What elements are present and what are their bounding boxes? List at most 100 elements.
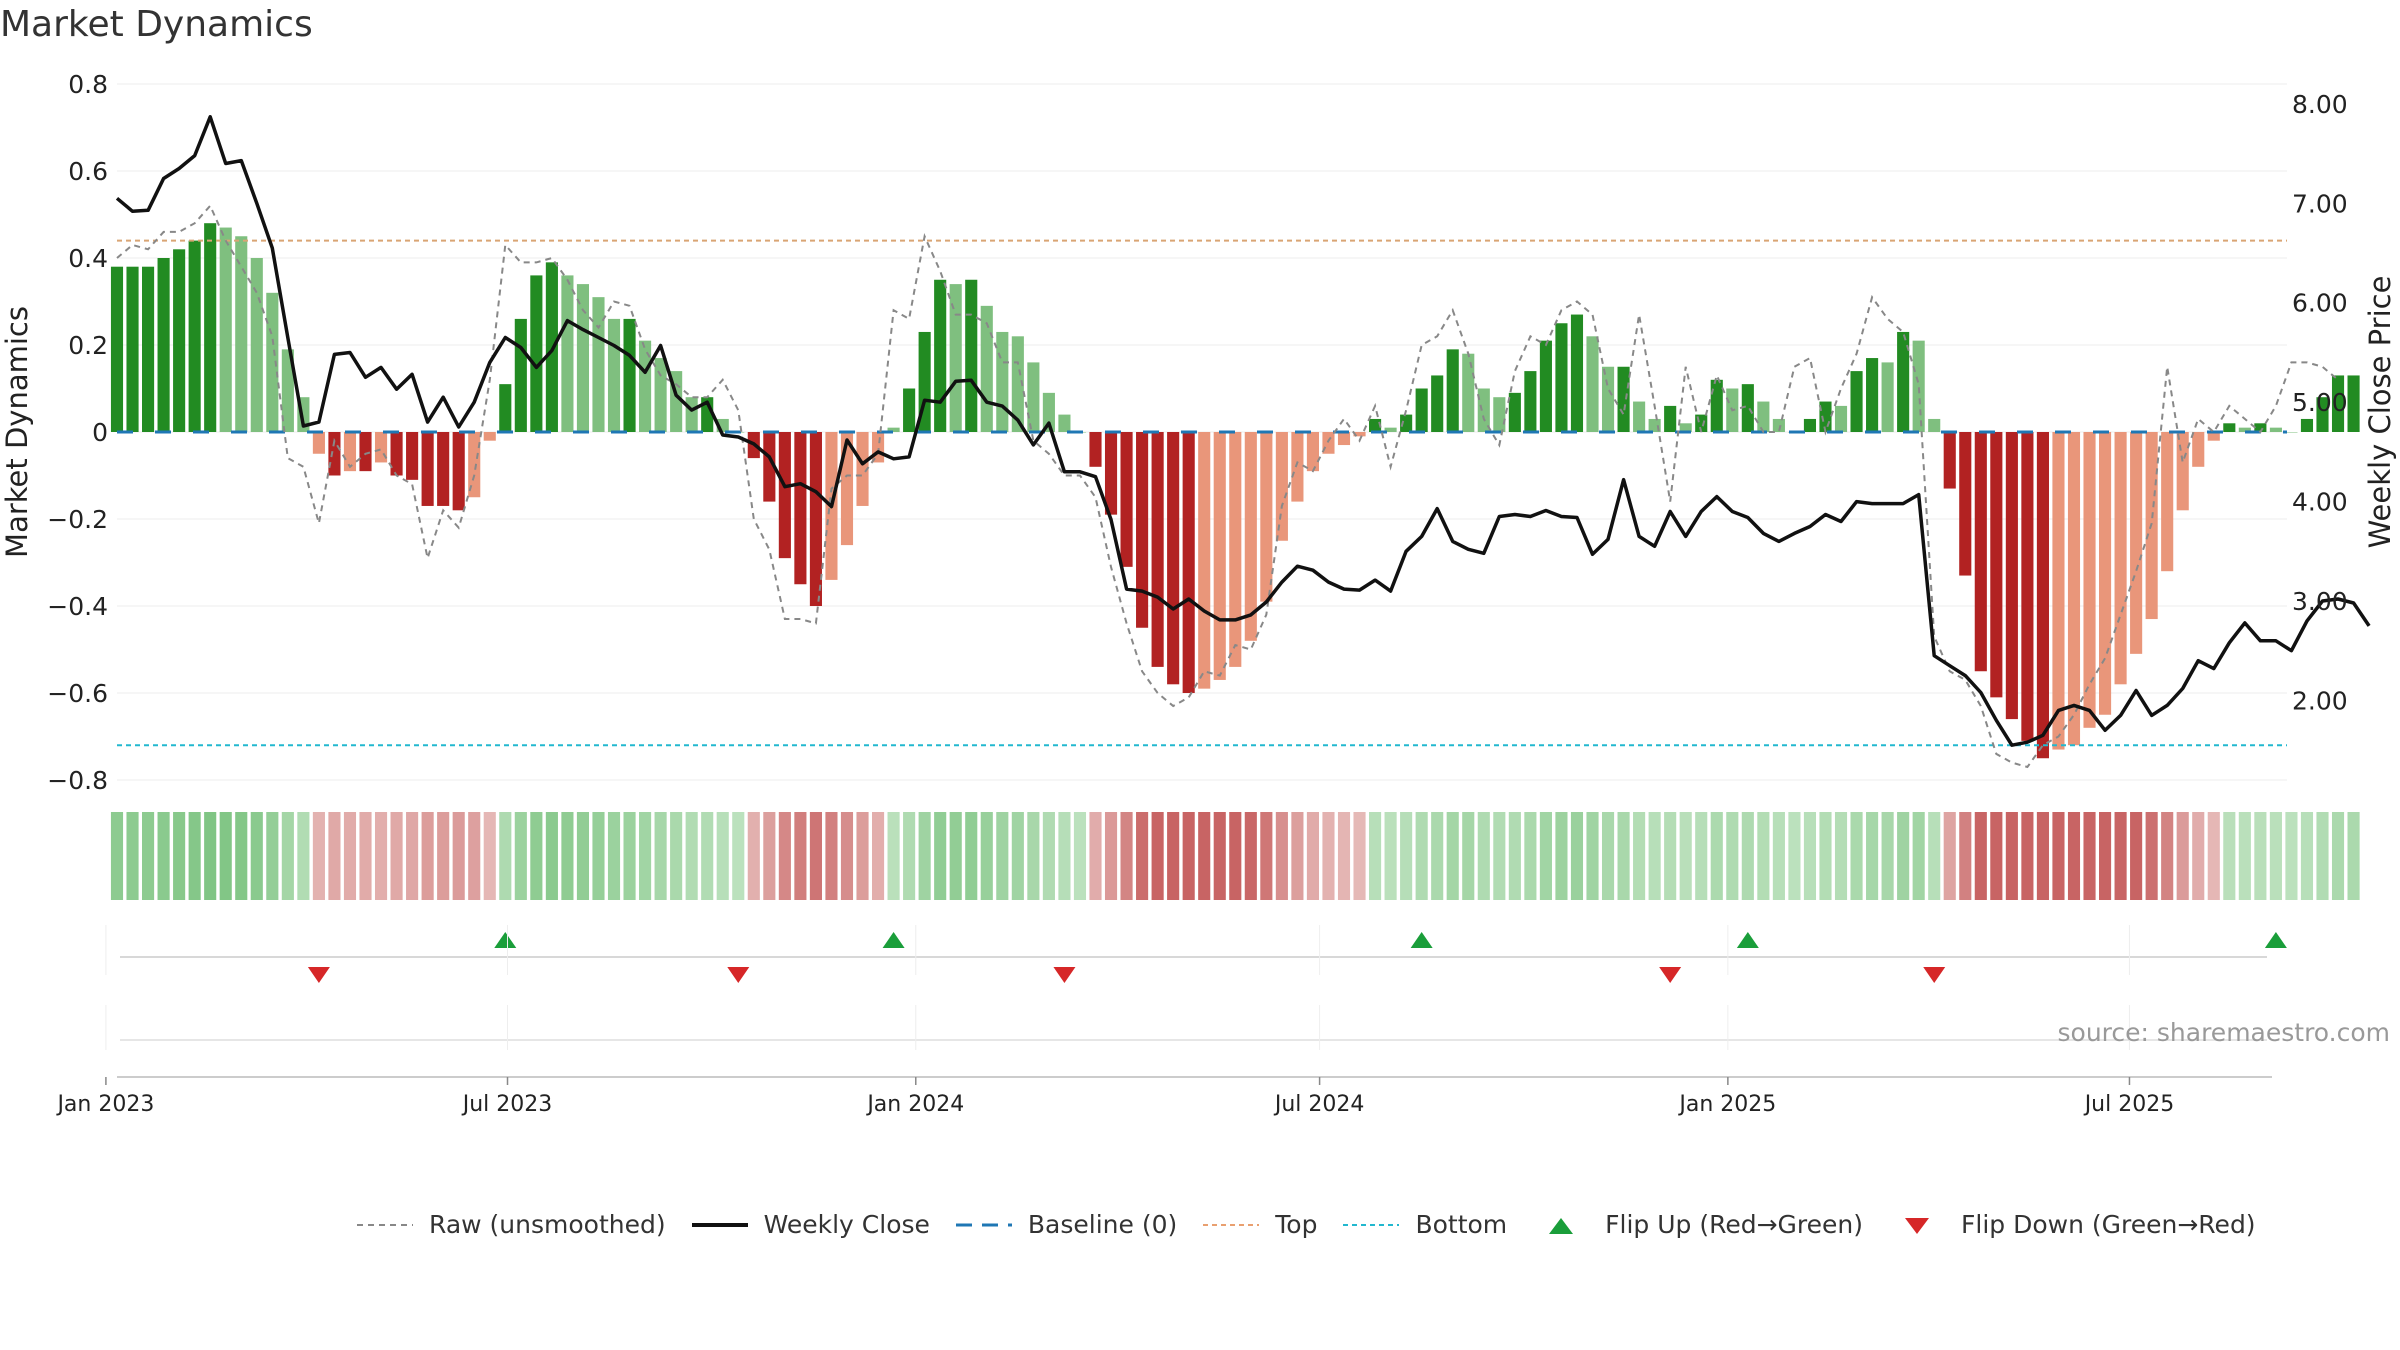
regime-cell: [685, 812, 698, 900]
regime-cell: [483, 812, 496, 900]
regime-cell: [1633, 812, 1646, 900]
regime-cell: [1664, 812, 1677, 900]
flip-down-marker: [307, 967, 330, 983]
right-tick-label: 4.00: [2292, 488, 2348, 517]
regime-cell: [1601, 812, 1615, 900]
regime-cell: [374, 812, 388, 900]
regime-cell: [903, 812, 916, 900]
regime-cell: [1617, 812, 1630, 900]
dynamics-bar: [1306, 432, 1319, 472]
regime-cell: [1120, 812, 1133, 900]
dynamics-bar: [2285, 432, 2298, 433]
regime-cell: [2114, 812, 2127, 900]
dynamics-bar: [1384, 427, 1397, 432]
dynamics-bar: [623, 318, 636, 432]
regime-cell: [576, 812, 590, 900]
dynamics-bar: [1182, 432, 1195, 693]
dynamics-bar: [1415, 388, 1428, 432]
series-lines: [115, 115, 2371, 769]
dynamics-bar: [2052, 432, 2065, 750]
regime-cell: [2052, 812, 2065, 900]
regime-cell: [1928, 812, 1941, 900]
regime-cell: [421, 812, 434, 900]
regime-cell: [297, 812, 310, 900]
dynamics-bar: [2176, 432, 2189, 511]
dynamics-bar: [1524, 371, 1537, 432]
regime-cell: [1493, 812, 1506, 900]
regime-cell: [763, 812, 776, 900]
regime-cell: [934, 812, 947, 900]
x-tick-label: Jul 2024: [1273, 1092, 1365, 1117]
right-tick-label: 8.00: [2292, 90, 2348, 119]
regime-cell: [1042, 812, 1055, 900]
dynamics-bar: [142, 266, 155, 432]
dynamics-bar: [592, 297, 605, 432]
dynamics-bar: [1928, 418, 1941, 432]
regime-cell: [2223, 812, 2236, 900]
legend-item-bottom: Bottom: [1341, 1210, 1507, 1239]
regime-cell: [1275, 812, 1288, 900]
regime-cell: [1570, 812, 1584, 900]
dynamics-bar: [126, 266, 139, 432]
regime-cell: [887, 812, 900, 900]
regime-cell: [1741, 812, 1754, 900]
flip-up-marker: [2264, 932, 2287, 948]
dynamics-bar: [281, 349, 294, 432]
regime-cell: [1648, 812, 1661, 900]
regime-cell: [2099, 812, 2112, 900]
regime-cell: [1477, 812, 1490, 900]
left-tick-label: 0.4: [68, 244, 108, 273]
flip-down-marker: [1923, 967, 1946, 983]
x-axis: Jan 2023 Jul 2023 Jan 2024 Jul 2024 Jan 2025…: [55, 925, 2272, 1117]
flip-up-triangle-icon: [1531, 1212, 1591, 1238]
legend-item-flip-down: Flip Down (Green→Red): [1887, 1210, 2256, 1239]
dynamics-bar: [235, 236, 248, 432]
dynamics-bar: [1990, 432, 2003, 698]
left-tick-label: −0.2: [47, 505, 108, 534]
dynamics-bar: [1120, 432, 1133, 567]
dynamics-bar: [794, 432, 807, 585]
dynamics-bar: [1959, 432, 1972, 576]
regime-cell: [1198, 812, 1211, 900]
dynamics-bar: [204, 223, 217, 432]
regime-cell: [1306, 812, 1319, 900]
x-tick-label: Jan 2024: [865, 1092, 964, 1117]
dynamics-bar: [871, 432, 885, 463]
legend-label-flip-up: Flip Up (Red→Green): [1605, 1210, 1864, 1239]
regime-cell: [1058, 812, 1071, 900]
regime-cell: [716, 812, 729, 900]
regime-cell: [732, 812, 745, 900]
regime-cell: [747, 812, 760, 900]
dynamics-bar: [1757, 401, 1770, 432]
dynamics-bar: [1493, 397, 1506, 432]
regime-cell: [266, 812, 279, 900]
regime-cell: [840, 812, 854, 900]
dynamics-bar: [499, 384, 512, 432]
regime-cell: [1229, 812, 1242, 900]
regime-cell: [110, 812, 124, 900]
regime-cell: [1027, 812, 1040, 900]
legend-item-top: Top: [1201, 1210, 1317, 1239]
dynamics-bar: [452, 432, 465, 511]
legend-item-flip-up: Flip Up (Red→Green): [1531, 1210, 1863, 1239]
regime-cell: [1710, 812, 1723, 900]
left-tick-label: 0.6: [68, 157, 108, 186]
regime-cell: [1912, 812, 1925, 900]
regime-cell: [1011, 812, 1024, 900]
dynamics-bar: [1850, 371, 1863, 432]
dynamics-bar: [2036, 432, 2049, 759]
dynamics-bar: [2254, 423, 2267, 432]
regime-cell: [2254, 812, 2267, 900]
regime-cell: [1524, 812, 1537, 900]
dynamics-bar: [903, 388, 916, 432]
dynamics-bar: [934, 279, 947, 432]
dynamics-bar: [1772, 418, 1785, 432]
regime-cell: [2176, 812, 2189, 900]
dynamics-bar: [1260, 432, 1273, 602]
dynamics-bar: [685, 397, 698, 432]
dynamics-bar: [763, 432, 776, 502]
dynamics-bar: [1679, 423, 1692, 432]
legend-label-flip-down: Flip Down (Green→Red): [1961, 1210, 2256, 1239]
regime-cell: [2347, 812, 2360, 900]
regime-cell: [871, 812, 885, 900]
